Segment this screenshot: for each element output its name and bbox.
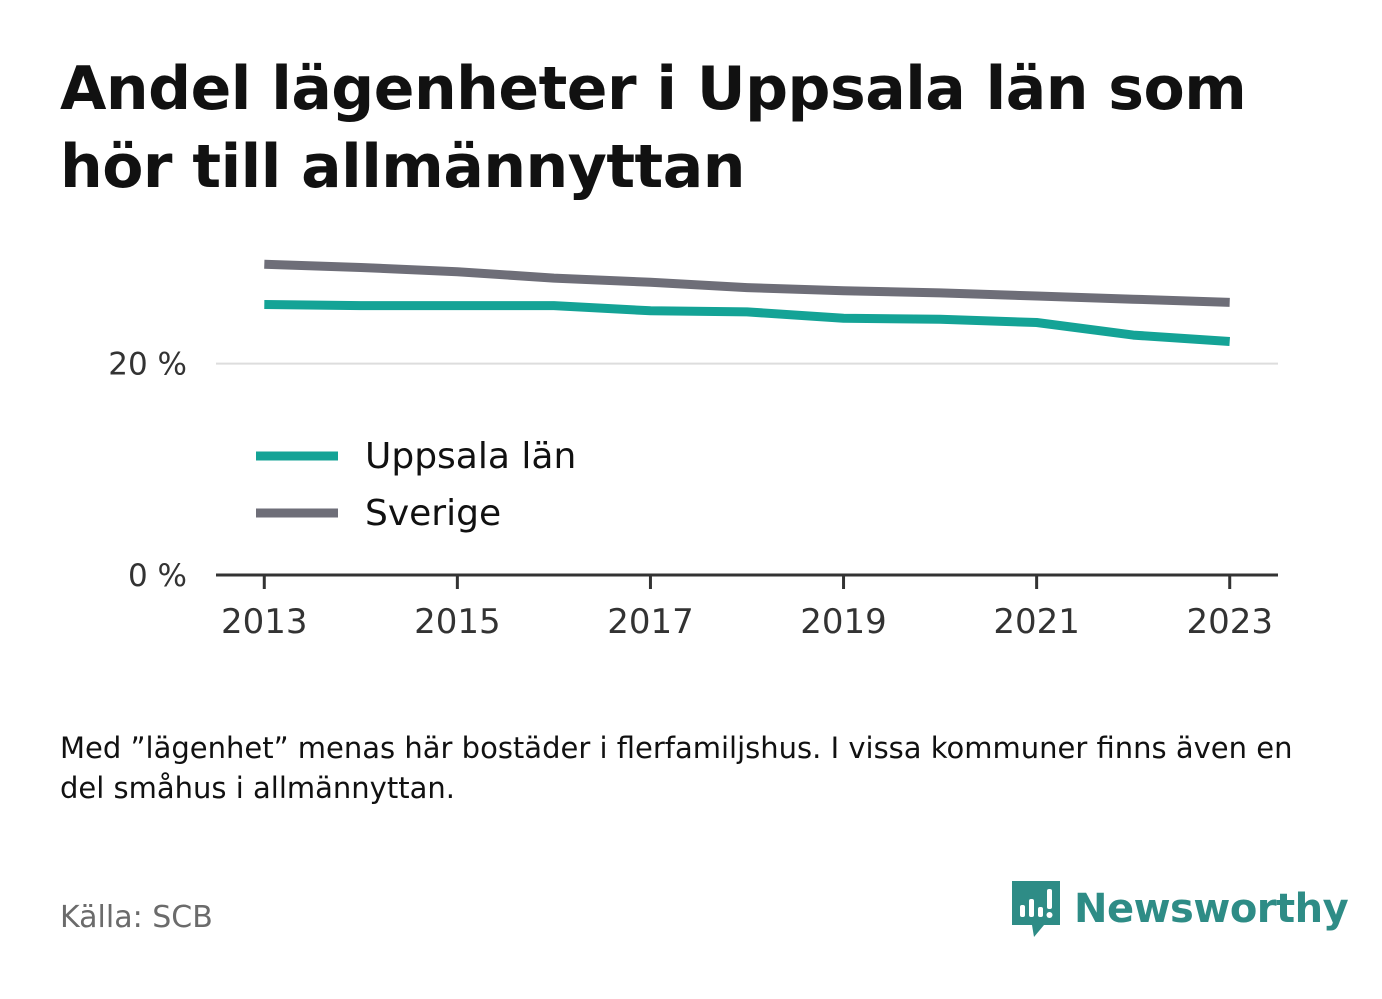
newsworthy-logo-icon xyxy=(1012,881,1060,937)
x-tick-label: 2019 xyxy=(800,602,887,642)
series-line-sverige xyxy=(264,259,1230,307)
y-tick-label: 0 % xyxy=(128,558,187,594)
x-tick-label: 2015 xyxy=(414,602,501,642)
source-label: Källa: SCB xyxy=(60,900,213,935)
x-axis: 2013 2015 2017 2019 2021 2023 xyxy=(216,573,1278,642)
gridlines: 0 % 20 % xyxy=(108,347,1278,594)
legend-label-sverige: Sverige xyxy=(365,493,501,534)
brand-logo: Newsworthy xyxy=(1010,878,1349,940)
x-tick-label: 2013 xyxy=(221,602,308,642)
y-tick-label: 20 % xyxy=(108,347,187,383)
x-tick-label: 2021 xyxy=(993,602,1080,642)
line-chart: 0 % 20 % 2013 2015 2017 2019 2021 2023 Uppsala… xyxy=(108,259,1278,642)
x-tick-label: 2023 xyxy=(1186,602,1273,642)
series-lines xyxy=(264,259,1230,346)
series-line-uppsala xyxy=(264,300,1230,346)
legend: Uppsala län Sverige xyxy=(256,436,576,534)
footnote: Med ”lägenhet” menas här bostäder i fler… xyxy=(60,731,1293,805)
chart-title: Andel lägenheter i Uppsala län som hör t… xyxy=(60,54,1247,202)
brand-name: Newsworthy xyxy=(1074,886,1349,932)
x-tick-label: 2017 xyxy=(607,602,694,642)
legend-label-uppsala: Uppsala län xyxy=(365,436,576,477)
